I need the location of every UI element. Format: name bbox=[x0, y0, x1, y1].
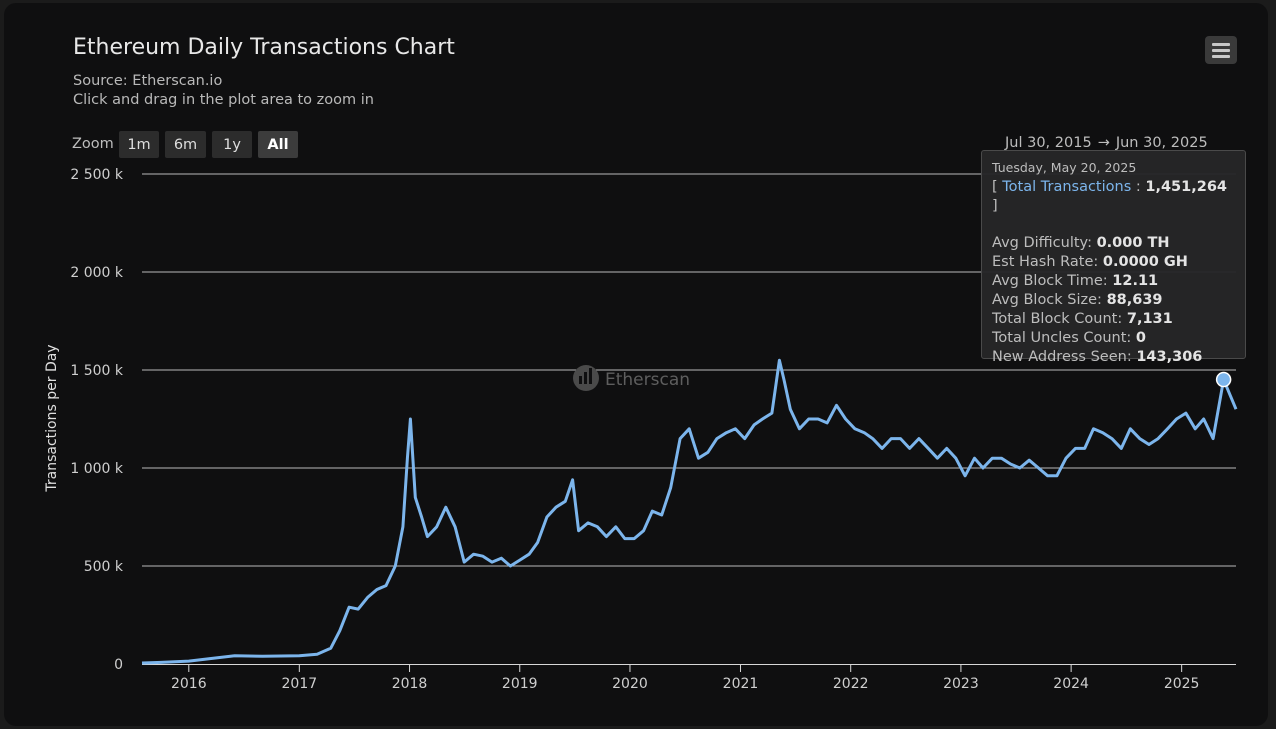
hamburger-icon bbox=[1212, 43, 1230, 46]
watermark-text: Etherscan bbox=[605, 370, 690, 390]
chart-tooltip: Tuesday, May 20, 2025 [ Total Transactio… bbox=[981, 150, 1246, 365]
tooltip-row: New Address Seen: 143,306 bbox=[992, 349, 1203, 365]
series-total-transactions bbox=[141, 358, 1238, 665]
tooltip-date: Tuesday, May 20, 2025 bbox=[992, 160, 1137, 175]
tooltip-series-row: [ Total Transactions : 1,451,264 ] bbox=[992, 179, 1228, 214]
tooltip-row: Avg Block Time: 12.11 bbox=[992, 273, 1159, 289]
x-tick-label: 2019 bbox=[502, 676, 538, 692]
zoom-label: Zoom bbox=[72, 136, 114, 152]
tooltip-series-value: 1,451,264 bbox=[1145, 179, 1228, 195]
etherscan-watermark: Etherscan bbox=[573, 365, 690, 391]
y-gridlines bbox=[142, 173, 1236, 567]
tooltip-row: Total Uncles Count: 0 bbox=[992, 330, 1147, 346]
zoom-1m-button[interactable]: 1m bbox=[119, 131, 159, 158]
range-from[interactable]: Jul 30, 2015 bbox=[1005, 135, 1092, 151]
y-tick-label: 500 k bbox=[84, 559, 124, 575]
tooltip-row: Est Hash Rate: 0.0000 GH bbox=[992, 254, 1188, 270]
zoom-1y-button[interactable]: 1y bbox=[212, 131, 252, 158]
x-tick-label: 2024 bbox=[1053, 676, 1089, 692]
hamburger-icon bbox=[1212, 49, 1230, 52]
chart-title: Ethereum Daily Transactions Chart bbox=[73, 35, 455, 60]
x-tick-label: 2023 bbox=[943, 676, 979, 692]
x-tick-label: 2025 bbox=[1164, 676, 1200, 692]
x-tick-label: 2017 bbox=[282, 676, 318, 692]
range-arrow: → bbox=[1097, 135, 1110, 151]
chart-card bbox=[4, 3, 1268, 726]
zoom-all-button[interactable]: All bbox=[258, 131, 298, 158]
x-tick-label: 2022 bbox=[833, 676, 869, 692]
x-tick-label: 2018 bbox=[392, 676, 428, 692]
range-to[interactable]: Jun 30, 2025 bbox=[1115, 135, 1208, 151]
y-tick-label: 2 000 k bbox=[70, 265, 124, 281]
highlight-point bbox=[1215, 371, 1232, 388]
tooltip-row: Total Block Count: 7,131 bbox=[992, 311, 1173, 327]
y-axis-title: Transactions per Day bbox=[44, 344, 60, 492]
y-tick-label: 1 500 k bbox=[70, 363, 124, 379]
tooltip-series-name: Total Transactions bbox=[1002, 179, 1132, 195]
y-axis-labels: 0 500 k 1 000 k 1 500 k 2 000 k 2 500 k bbox=[70, 167, 124, 673]
highlight-marker[interactable] bbox=[1215, 371, 1232, 388]
y-tick-label: 2 500 k bbox=[70, 167, 124, 183]
x-axis: 2016 2017 2018 2019 2020 2021 2022 2023 2024 2025 bbox=[142, 664, 1236, 692]
hamburger-icon bbox=[1212, 55, 1230, 58]
zoom-6m-button[interactable]: 6m bbox=[165, 131, 206, 158]
x-tick-label: 2016 bbox=[171, 676, 207, 692]
x-tick-label: 2020 bbox=[612, 676, 648, 692]
zoom-hint-line: Click and drag in the plot area to zoom … bbox=[73, 92, 374, 108]
y-tick-label: 0 bbox=[114, 657, 123, 673]
chart-subtitle: Source: Etherscan.io Click and drag in t… bbox=[73, 72, 374, 110]
x-tick-label: 2021 bbox=[723, 676, 759, 692]
tooltip-spacer bbox=[992, 216, 1235, 234]
etherscan-logo-bars-icon bbox=[579, 368, 592, 384]
date-range: Jul 30, 2015 → Jun 30, 2025 bbox=[1005, 135, 1208, 151]
source-line: Source: Etherscan.io bbox=[73, 73, 223, 89]
chart-menu-button[interactable] bbox=[1205, 36, 1237, 64]
series-line bbox=[141, 358, 1238, 665]
tooltip-row: Avg Block Size: 88,639 bbox=[992, 292, 1163, 308]
y-tick-label: 1 000 k bbox=[70, 461, 124, 477]
tooltip-row: Avg Difficulty: 0.000 TH bbox=[992, 235, 1170, 251]
